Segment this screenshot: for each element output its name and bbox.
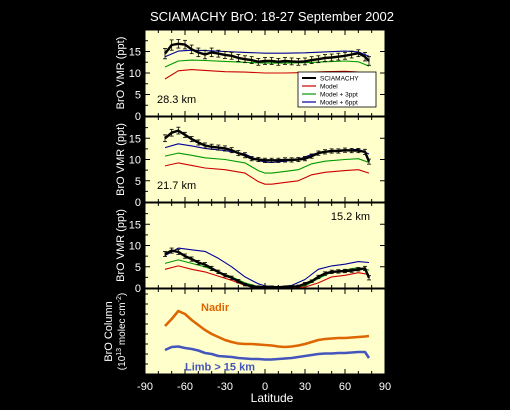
series-line-model xyxy=(164,265,370,288)
x-tick-label: 30 xyxy=(299,381,311,393)
panel-frame xyxy=(144,288,386,375)
y-tick-label: 0 xyxy=(135,197,141,209)
x-tick-label: 60 xyxy=(339,381,351,393)
y-axis-label: BrO VMR (ppt) xyxy=(115,123,127,196)
series-line-sciamachy xyxy=(164,129,371,163)
y-tick-label: 10 xyxy=(129,68,141,80)
x-tick-label: -60 xyxy=(177,381,193,393)
y-tick-label: 15 xyxy=(129,219,141,231)
series-line-model xyxy=(164,69,370,80)
x-tick-label: 0 xyxy=(262,381,268,393)
series-label-nadir: Nadir xyxy=(201,302,230,314)
series-line-model xyxy=(164,162,370,185)
series-group xyxy=(164,309,371,361)
legend-label-model: Model xyxy=(320,84,338,91)
panel-4: BrO Column(1013 molec cm-2) Nadir Limb > 1… xyxy=(103,288,391,393)
series-group xyxy=(163,247,371,288)
y-axis-unit: (1013 molec cm-2) xyxy=(116,293,128,370)
panel-altitude-label: 15.2 km xyxy=(331,211,370,223)
x-tick-label: -30 xyxy=(217,381,233,393)
y-tick-label: 5 xyxy=(135,176,141,188)
series-line-limb xyxy=(164,345,371,361)
series-line-sciamachy xyxy=(164,42,370,63)
series-line-model-3ppt xyxy=(164,152,370,174)
x-tick-label: -90 xyxy=(137,381,153,393)
chart-title: SCIAMACHY BrO: 18-27 September 2002 xyxy=(150,9,394,24)
y-axis-label: BrO Column xyxy=(103,301,115,362)
y-tick-label: 5 xyxy=(135,262,141,274)
y-tick-label: 0 xyxy=(135,111,141,123)
y-axis-label: BrO VMR (ppt) xyxy=(115,37,127,110)
x-axis-label: Latitude xyxy=(251,391,294,405)
y-axis-label: BrO VMR (ppt) xyxy=(115,209,127,282)
legend-label-model-6ppt: Model + 6ppt xyxy=(320,100,358,107)
x-tick-label: 90 xyxy=(379,381,391,393)
legend-label-model-3ppt: Model + 3ppt xyxy=(320,92,358,99)
y-tick-label: 10 xyxy=(129,155,141,167)
y-tick-label: 0 xyxy=(135,283,141,295)
y-tick-label: 10 xyxy=(129,241,141,253)
y-tick-label: 5 xyxy=(135,90,141,102)
series-line-sciamachy xyxy=(164,249,371,288)
series-group xyxy=(163,126,371,185)
panel-altitude-label: 28.3 km xyxy=(157,94,196,106)
series-line-nadir xyxy=(164,309,370,349)
y-tick-label: 15 xyxy=(129,133,141,145)
panel-altitude-label: 21.7 km xyxy=(157,180,196,192)
series-group xyxy=(163,39,371,80)
series-label-limb: Limb > 15 km xyxy=(185,362,255,374)
panel-frame xyxy=(144,202,386,289)
legend-label-sciamachy: SCIAMACHY xyxy=(320,76,359,83)
y-tick-label: 15 xyxy=(129,47,141,59)
